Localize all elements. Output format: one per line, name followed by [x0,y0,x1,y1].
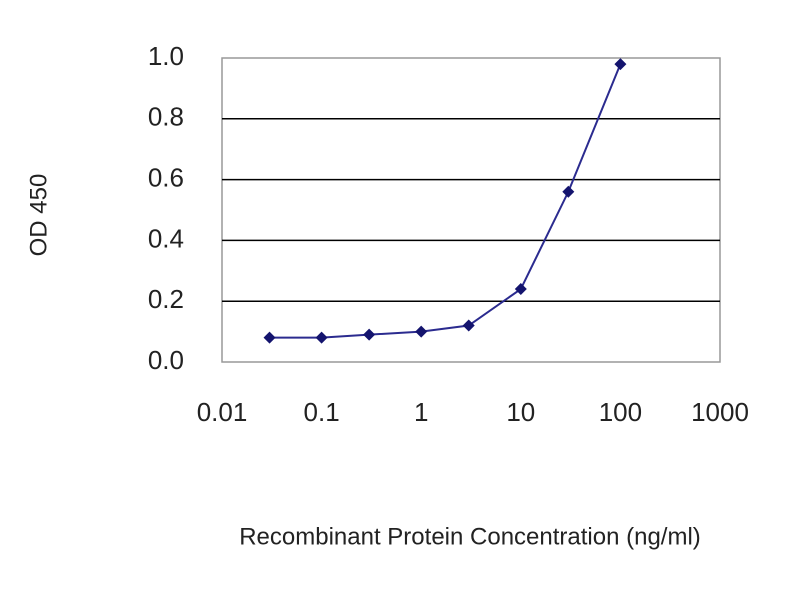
y-tick-label: 0.8 [148,102,184,132]
x-tick-label: 0.1 [304,397,340,427]
y-tick-label: 0.6 [148,162,184,192]
y-tick-label: 0.2 [148,284,184,314]
data-line [269,63,622,339]
y-tick-label: 1.0 [148,41,184,71]
x-tick-label: 100 [599,397,642,427]
y-tick-label: 0.4 [148,223,184,253]
data-point [263,331,276,344]
data-point [462,319,475,332]
x-tick-label: 1000 [691,397,749,427]
data-point [363,328,376,341]
y-axis-title: OD 450 [25,174,52,257]
x-tick-label: 10 [506,397,535,427]
data-point [514,283,527,296]
data-point [614,58,627,71]
plot-area [221,57,721,363]
y-tick-label: 0.0 [148,345,184,375]
x-tick-label: 0.01 [197,397,248,427]
data-point [562,185,575,198]
data-point [315,331,328,344]
x-tick-label: 1 [414,397,428,427]
data-point [415,325,428,338]
x-axis-title: Recombinant Protein Concentration (ng/ml… [239,523,701,550]
